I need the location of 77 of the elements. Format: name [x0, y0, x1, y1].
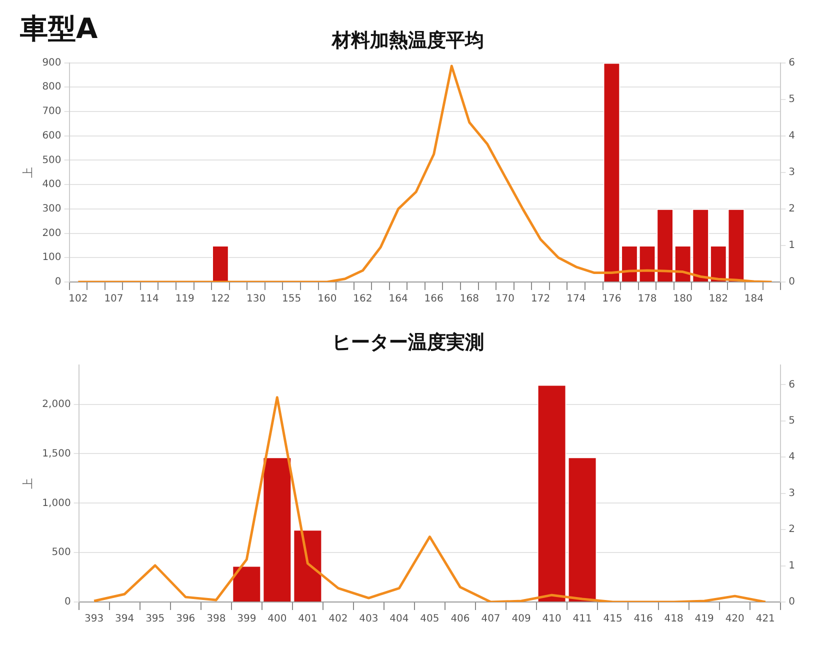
- y-tick-label: 200: [42, 228, 62, 239]
- y-tick-label: 900: [42, 57, 62, 68]
- y-tick-label: 1,500: [42, 448, 71, 460]
- y2-tick-label: 4: [788, 130, 796, 142]
- y2-tick-label: 1: [788, 240, 796, 252]
- y-tick-label: 300: [42, 204, 62, 215]
- x-tick-label: 172: [531, 294, 550, 305]
- x-tick-label: 170: [495, 294, 515, 305]
- x-tick-label: 393: [84, 614, 104, 625]
- x-tick-label: 410: [542, 614, 562, 625]
- y-tick-label: 500: [42, 154, 62, 166]
- x-tick-label: 420: [725, 614, 744, 625]
- x-tick-label: 418: [664, 614, 684, 625]
- y-tick-label: 0: [64, 596, 71, 608]
- x-tick-label: 107: [104, 294, 124, 305]
- y2-tick-label: 5: [788, 416, 796, 427]
- y2-tick-label: 0: [788, 596, 796, 608]
- y2-tick-label: 6: [788, 57, 796, 68]
- x-tick-label: 409: [512, 614, 531, 625]
- x-tick-label: 182: [708, 294, 728, 305]
- y2-tick-label: 6: [788, 379, 796, 390]
- y-tick-label: 700: [42, 106, 62, 118]
- x-tick-label: 160: [318, 294, 337, 305]
- y2-tick-label: 1: [788, 560, 796, 572]
- x-tick-label: 407: [481, 614, 500, 625]
- y-tick-label: 1,000: [42, 498, 71, 509]
- x-tick-label: 114: [140, 294, 159, 305]
- x-tick-label: 119: [175, 294, 194, 305]
- y-tick-label: 600: [42, 130, 62, 142]
- x-tick-label: 399: [237, 614, 256, 625]
- x-tick-label: 401: [298, 614, 318, 625]
- x-tick-label: 166: [424, 294, 444, 305]
- x-tick-label: 102: [68, 294, 88, 305]
- x-tick-label: 122: [210, 294, 230, 305]
- x-tick-label: 130: [246, 294, 266, 305]
- x-tick-label: 405: [420, 614, 440, 625]
- x-tick-label: 178: [638, 294, 657, 305]
- text: 車型A: [20, 11, 98, 47]
- y2-tick-label: 0: [788, 276, 796, 288]
- y-axis-title: 上: [21, 478, 34, 489]
- chart-title: 材料加熱温度平均: [331, 29, 484, 52]
- x-tick-label: 400: [268, 614, 287, 625]
- chart-title: ヒーター温度実測: [332, 331, 484, 354]
- x-tick-label: 168: [460, 294, 479, 305]
- y-tick-label: 100: [42, 252, 62, 264]
- x-tick-label: 398: [206, 614, 226, 625]
- x-tick-label: 180: [673, 294, 692, 305]
- y2-tick-label: 3: [788, 166, 796, 178]
- x-tick-label: 415: [603, 614, 622, 625]
- y-tick-label: 2,000: [42, 398, 71, 410]
- x-tick-label: 419: [694, 614, 714, 625]
- y2-tick-label: 4: [788, 452, 796, 463]
- x-tick-label: 411: [572, 614, 592, 625]
- y-tick-label: 800: [42, 82, 62, 93]
- x-tick-label: 174: [566, 294, 586, 305]
- x-tick-label: 184: [744, 294, 764, 305]
- x-tick-label: 176: [602, 294, 622, 305]
- y-tick-label: 400: [42, 179, 62, 190]
- x-tick-label: 416: [634, 614, 653, 625]
- x-tick-label: 403: [359, 614, 378, 625]
- y2-tick-label: 2: [788, 204, 796, 215]
- y-tick-label: 0: [54, 276, 62, 288]
- x-tick-label: 421: [756, 614, 775, 625]
- x-tick-label: 394: [115, 614, 134, 625]
- x-tick-label: 395: [146, 614, 165, 625]
- y2-tick-label: 5: [788, 94, 796, 105]
- x-tick-label: 396: [176, 614, 196, 625]
- x-tick-label: 155: [282, 294, 302, 305]
- x-tick-label: 162: [353, 294, 372, 305]
- y2-tick-label: 3: [788, 488, 796, 499]
- y2-tick-label: 2: [788, 524, 796, 536]
- x-tick-label: 406: [450, 614, 470, 625]
- x-tick-label: 404: [390, 614, 409, 625]
- y-tick-label: 500: [52, 547, 71, 558]
- x-tick-label: 164: [388, 294, 408, 305]
- x-tick-label: 402: [328, 614, 348, 625]
- y-axis-title: 上: [21, 166, 34, 178]
